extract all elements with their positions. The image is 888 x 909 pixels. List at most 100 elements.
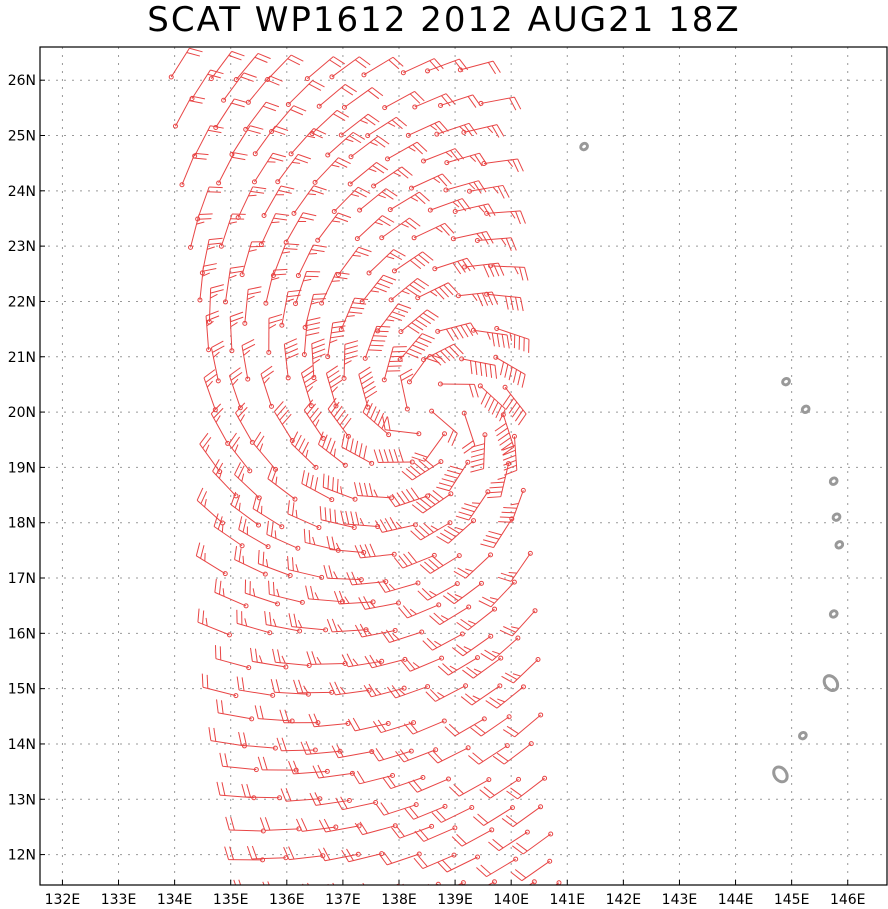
barb-feather [262, 105, 277, 112]
barb-shaft [230, 504, 259, 526]
barb-feather [391, 493, 401, 506]
barb-feather [354, 545, 361, 559]
barb-feather [234, 494, 241, 508]
barb-feather [470, 453, 485, 458]
barb-shaft [460, 60, 494, 71]
barb-feather [408, 781, 418, 793]
barb-feather [263, 377, 270, 384]
barb-shaft [223, 72, 245, 101]
barb-feather [380, 802, 390, 814]
barb-feather [488, 264, 495, 277]
barb-feather [484, 395, 492, 408]
barb-feather [331, 536, 336, 550]
barb-feather [505, 397, 515, 410]
barb-station [291, 210, 297, 216]
barb-feather [481, 232, 489, 245]
barb-feather [228, 432, 237, 445]
barb-feather [494, 422, 507, 432]
barb-station [432, 266, 438, 272]
barb-shaft [265, 270, 275, 304]
barb-feather [333, 405, 343, 418]
barb-feather [497, 186, 505, 199]
barb-feather [333, 571, 338, 579]
barb-station [361, 72, 367, 78]
barb-shaft [281, 291, 289, 326]
barb-station [439, 655, 445, 661]
barb-station [239, 543, 245, 549]
barb-shaft [427, 58, 460, 72]
barb-feather [276, 588, 280, 597]
barb-feather [251, 845, 258, 859]
barb-feather [418, 336, 432, 344]
barb-feather [238, 731, 242, 746]
barb-station [444, 160, 450, 166]
barb-feather [500, 238, 507, 246]
barb-station [329, 74, 335, 80]
barb-feather [236, 676, 240, 691]
barb-feather [259, 443, 264, 452]
barb-feather [471, 448, 485, 453]
barb-feather [399, 749, 409, 761]
barb-feather [334, 160, 348, 168]
barb-feather [355, 511, 360, 526]
barb-feather [505, 296, 509, 310]
barb-feather [323, 565, 328, 579]
barb-station [443, 187, 449, 193]
y-tick-label: 14N [8, 737, 36, 753]
barb-feather [191, 95, 206, 100]
barb-feather [363, 482, 368, 497]
x-tick-label: 145E [774, 892, 810, 908]
barb-station [520, 487, 526, 493]
barb-feather [381, 631, 390, 643]
barb-feather [382, 777, 392, 789]
barb-feather [331, 386, 338, 393]
barb-station [398, 329, 404, 335]
barb-feather [352, 131, 366, 140]
barb-feather [313, 244, 327, 248]
barb-feather [360, 119, 368, 124]
barb-station [515, 635, 521, 641]
barb-station [325, 152, 331, 158]
barb-feather [440, 615, 449, 620]
barb-feather [279, 409, 289, 421]
barb-station [269, 129, 275, 135]
barb-feather [207, 191, 222, 193]
barb-feather [480, 864, 492, 875]
barb-feather [453, 570, 466, 579]
barb-feather [470, 468, 484, 473]
barb-feather [252, 495, 258, 509]
barb-station [391, 268, 397, 274]
barb-shaft [483, 807, 513, 826]
barb-feather [334, 681, 341, 695]
barb-shaft [498, 831, 528, 852]
barb-feather [412, 779, 423, 791]
barb-station [347, 181, 353, 187]
barb-feather [228, 221, 237, 224]
barb-shaft [480, 716, 510, 737]
barb-shaft [290, 128, 315, 155]
barb-feather [445, 151, 453, 158]
barb-feather [373, 335, 387, 337]
barb-feather [309, 407, 319, 419]
barb-feather [288, 846, 295, 860]
barb-feather [228, 274, 237, 279]
barb-feather [344, 345, 359, 350]
barb-feather [461, 198, 471, 210]
barb-shaft [321, 272, 337, 304]
barb-feather [431, 812, 442, 823]
barb-feather [238, 879, 242, 885]
barb-feather [276, 405, 287, 417]
barb-feather [395, 825, 405, 837]
barb-shaft [486, 858, 516, 878]
barb-feather [492, 60, 501, 73]
barb-station [366, 270, 372, 276]
barb-feather [460, 618, 473, 628]
barb-feather [203, 369, 216, 379]
barb-shaft [473, 657, 502, 679]
barb-shaft [266, 624, 300, 632]
barb-shaft [241, 744, 276, 749]
barb-feather [497, 262, 505, 276]
barb-feather [368, 683, 377, 696]
barb-station [463, 683, 469, 689]
barb-feather [313, 713, 320, 727]
